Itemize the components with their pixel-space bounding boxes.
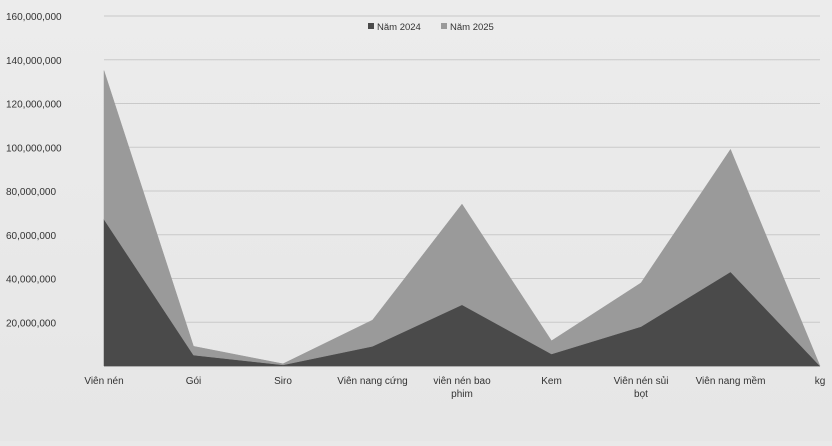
- y-axis: 20,000,000 40,000,000 60,000,000 80,000,000…: [6, 12, 62, 329]
- data-point-s2-3: [372, 319, 374, 321]
- legend: Năm 2024 Năm 2025: [368, 22, 494, 33]
- data-point-s2-4: [461, 203, 463, 205]
- x-tick-label: Kem: [541, 376, 562, 387]
- data-point-s2-6: [640, 282, 642, 284]
- plot-area: [103, 70, 821, 367]
- legend-label-2: Năm 2025: [450, 22, 494, 33]
- x-axis: Viên nén Gói Siro Viên nang cứng viên nén ba…: [84, 375, 825, 400]
- data-point-s2-2: [282, 363, 284, 365]
- data-point-s2-1: [193, 346, 195, 348]
- data-point-s2-5: [551, 340, 553, 342]
- x-tick-label: Gói: [186, 376, 202, 387]
- legend-swatch-2: [441, 23, 447, 29]
- legend-swatch-1: [368, 23, 374, 29]
- x-tick-label: viên nén bao phim: [433, 376, 491, 400]
- y-tick-label: 140,000,000: [6, 56, 62, 67]
- x-tick-label: Siro: [274, 376, 292, 387]
- x-tick-label: Viên nang mềm: [696, 375, 766, 387]
- x-tick-label: Viên nang cứng: [337, 376, 407, 387]
- y-tick-label: 20,000,000: [6, 318, 56, 329]
- y-tick-label: 160,000,000: [6, 12, 62, 23]
- data-point-s2-7: [730, 149, 732, 151]
- x-tick-label: kg: [815, 376, 826, 387]
- y-tick-label: 120,000,000: [6, 100, 62, 111]
- y-tick-label: 80,000,000: [6, 187, 56, 198]
- y-tick-label: 100,000,000: [6, 143, 62, 154]
- area-series-2: [103, 70, 821, 367]
- data-point-s2-8: [819, 365, 821, 367]
- legend-label-1: Năm 2024: [377, 22, 421, 33]
- data-point-s2-0: [103, 70, 105, 72]
- y-tick-label: 40,000,000: [6, 275, 56, 286]
- y-tick-label: 60,000,000: [6, 231, 56, 242]
- x-tick-label: Viên nén sủi bọt: [614, 375, 669, 400]
- x-tick-label: Viên nén: [84, 376, 123, 387]
